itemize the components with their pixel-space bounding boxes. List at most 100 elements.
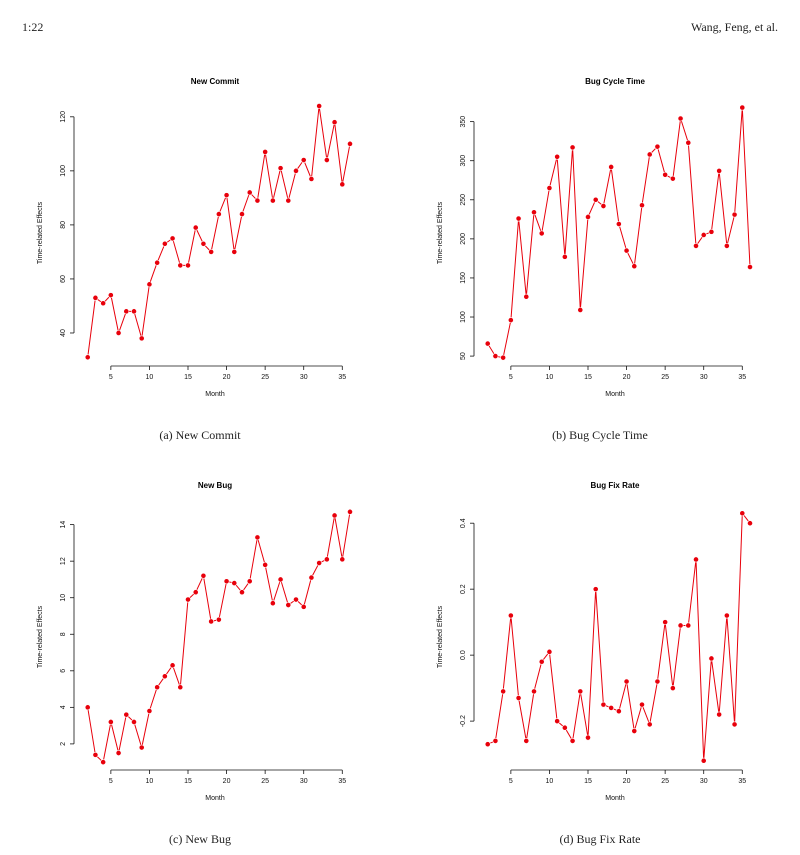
data-point: [577, 307, 584, 313]
data-point: [484, 340, 491, 347]
data-point: [308, 176, 315, 182]
data-point: [123, 711, 130, 718]
y-tick-label: 60: [60, 275, 67, 283]
chart-title: Bug Cycle Time: [585, 77, 645, 86]
data-point: [631, 728, 638, 734]
data-point: [538, 658, 545, 665]
x-tick-label: 35: [338, 374, 346, 381]
data-point: [246, 189, 253, 196]
y-axis-label: Time-related Effects: [37, 605, 44, 668]
chart-new-commit: New Commit 5 10 15 20 25 30 35 Month 40 60 80 100 120…: [37, 77, 353, 398]
data-point: [146, 281, 153, 288]
data-point: [662, 619, 669, 626]
caption-new-commit: (a) New Commit: [159, 428, 241, 442]
caption-bug-fix-rate: (d) Bug Fix Rate: [559, 832, 641, 846]
data-point: [662, 171, 669, 178]
data-point: [723, 242, 730, 249]
x-tick-label: 10: [146, 778, 154, 785]
data-point: [92, 294, 99, 301]
data-point: [685, 622, 692, 629]
x-axis-label: Month: [205, 795, 225, 802]
x-tick-label: 5: [509, 374, 513, 381]
y-tick-label: 0.4: [460, 518, 467, 528]
data-point: [500, 354, 507, 361]
series-line: [87, 105, 351, 358]
x-tick-label: 35: [338, 778, 346, 785]
data-point: [654, 143, 661, 150]
data-point: [585, 214, 591, 220]
data-point: [615, 221, 622, 227]
data-point: [723, 612, 730, 619]
y-tick-label: 80: [60, 221, 67, 229]
data-point: [523, 293, 530, 300]
y-tick-label: 250: [460, 194, 467, 206]
figure-new-commit: New Commit 5 10 15 20 25 30 35 Month 40 60 80 100 120…: [20, 68, 380, 398]
figure-new-bug: New Bug 5 10 15 20 25 30 35 Month 2 4 6 8 10 12 14 Time-…: [20, 472, 380, 802]
x-tick-label: 15: [584, 374, 592, 381]
data-point: [84, 704, 91, 711]
data-point: [177, 684, 184, 691]
y-tick-label: 8: [60, 632, 67, 636]
data-point: [631, 263, 638, 270]
y-tick-label: 14: [60, 521, 67, 529]
data-point: [293, 596, 299, 603]
data-point: [515, 695, 522, 701]
data-point: [262, 149, 269, 155]
data-point: [115, 330, 122, 336]
data-point: [323, 157, 330, 163]
data-point: [531, 209, 537, 216]
data-point: [700, 757, 707, 764]
data-point: [731, 211, 738, 218]
x-tick-label: 10: [146, 374, 154, 381]
data-point: [177, 262, 184, 269]
page-number: 1:22: [22, 20, 44, 34]
x-tick-label: 20: [223, 374, 231, 381]
data-point: [208, 249, 215, 255]
figure-bug-cycle-time: Bug Cycle Time 5 10 15 20 25 30 35 Month 50 100 150…: [420, 68, 780, 398]
data-point: [138, 744, 145, 751]
y-tick-label: 150: [460, 272, 467, 284]
y-tick-label: 300: [460, 155, 467, 167]
figure-bug-fix-rate: Bug Fix Rate 5 10 15 20 25 30 35 Month -0.2 0.0 0.2…: [420, 472, 780, 802]
data-point: [492, 738, 499, 744]
y-tick-label: 100: [460, 311, 467, 323]
y-tick-label: 120: [60, 111, 67, 123]
x-tick-label: 30: [300, 374, 308, 381]
data-point: [169, 662, 176, 669]
data-point: [507, 612, 514, 619]
data-point: [569, 738, 576, 744]
data-point: [716, 711, 723, 718]
data-point: [231, 249, 238, 255]
x-tick-label: 30: [700, 778, 708, 785]
data-point: [215, 211, 222, 217]
chart-title: Bug Fix Rate: [591, 481, 640, 490]
data-point: [577, 688, 584, 695]
x-axis-label: Month: [605, 795, 625, 802]
data-point: [531, 688, 537, 695]
x-tick-label: 25: [661, 374, 669, 381]
x-tick-label: 5: [109, 374, 113, 381]
y-tick-label: -0.2: [460, 715, 467, 727]
x-tick-label: 5: [509, 778, 513, 785]
data-point: [608, 705, 615, 711]
data-point: [515, 215, 522, 222]
data-point: [507, 317, 514, 324]
data-point: [100, 300, 107, 307]
x-tick-label: 25: [261, 374, 269, 381]
data-point: [739, 510, 746, 517]
data-point: [747, 520, 753, 527]
data-point: [285, 602, 292, 608]
data-point: [223, 192, 230, 199]
y-tick-label: 12: [60, 557, 67, 565]
chart-title: New Commit: [191, 77, 240, 86]
data-point: [347, 508, 353, 515]
data-point: [316, 560, 323, 566]
data-point: [592, 196, 599, 203]
data-point: [107, 292, 114, 299]
data-point: [161, 673, 168, 680]
data-point: [623, 247, 630, 254]
x-tick-label: 5: [109, 778, 113, 785]
running-header-authors: Wang, Feng, et al.: [690, 20, 778, 34]
data-point: [200, 572, 207, 579]
data-point: [293, 167, 299, 174]
